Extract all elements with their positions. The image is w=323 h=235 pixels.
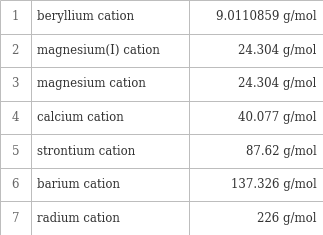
Text: 137.326 g/mol: 137.326 g/mol (231, 178, 317, 191)
Text: 9.0110859 g/mol: 9.0110859 g/mol (216, 10, 317, 23)
Text: 3: 3 (12, 77, 19, 90)
Text: 24.304 g/mol: 24.304 g/mol (238, 77, 317, 90)
Text: 5: 5 (12, 145, 19, 158)
Text: 226 g/mol: 226 g/mol (257, 212, 317, 225)
Text: 40.077 g/mol: 40.077 g/mol (238, 111, 317, 124)
Text: radium cation: radium cation (37, 212, 120, 225)
Text: 6: 6 (12, 178, 19, 191)
Text: barium cation: barium cation (37, 178, 120, 191)
Text: magnesium(I) cation: magnesium(I) cation (37, 44, 160, 57)
Text: 87.62 g/mol: 87.62 g/mol (246, 145, 317, 158)
Text: strontium cation: strontium cation (37, 145, 135, 158)
Text: 1: 1 (12, 10, 19, 23)
Text: magnesium cation: magnesium cation (37, 77, 146, 90)
Text: 4: 4 (12, 111, 19, 124)
Text: 2: 2 (12, 44, 19, 57)
Text: 24.304 g/mol: 24.304 g/mol (238, 44, 317, 57)
Text: calcium cation: calcium cation (37, 111, 124, 124)
Text: beryllium cation: beryllium cation (37, 10, 134, 23)
Text: 7: 7 (12, 212, 19, 225)
